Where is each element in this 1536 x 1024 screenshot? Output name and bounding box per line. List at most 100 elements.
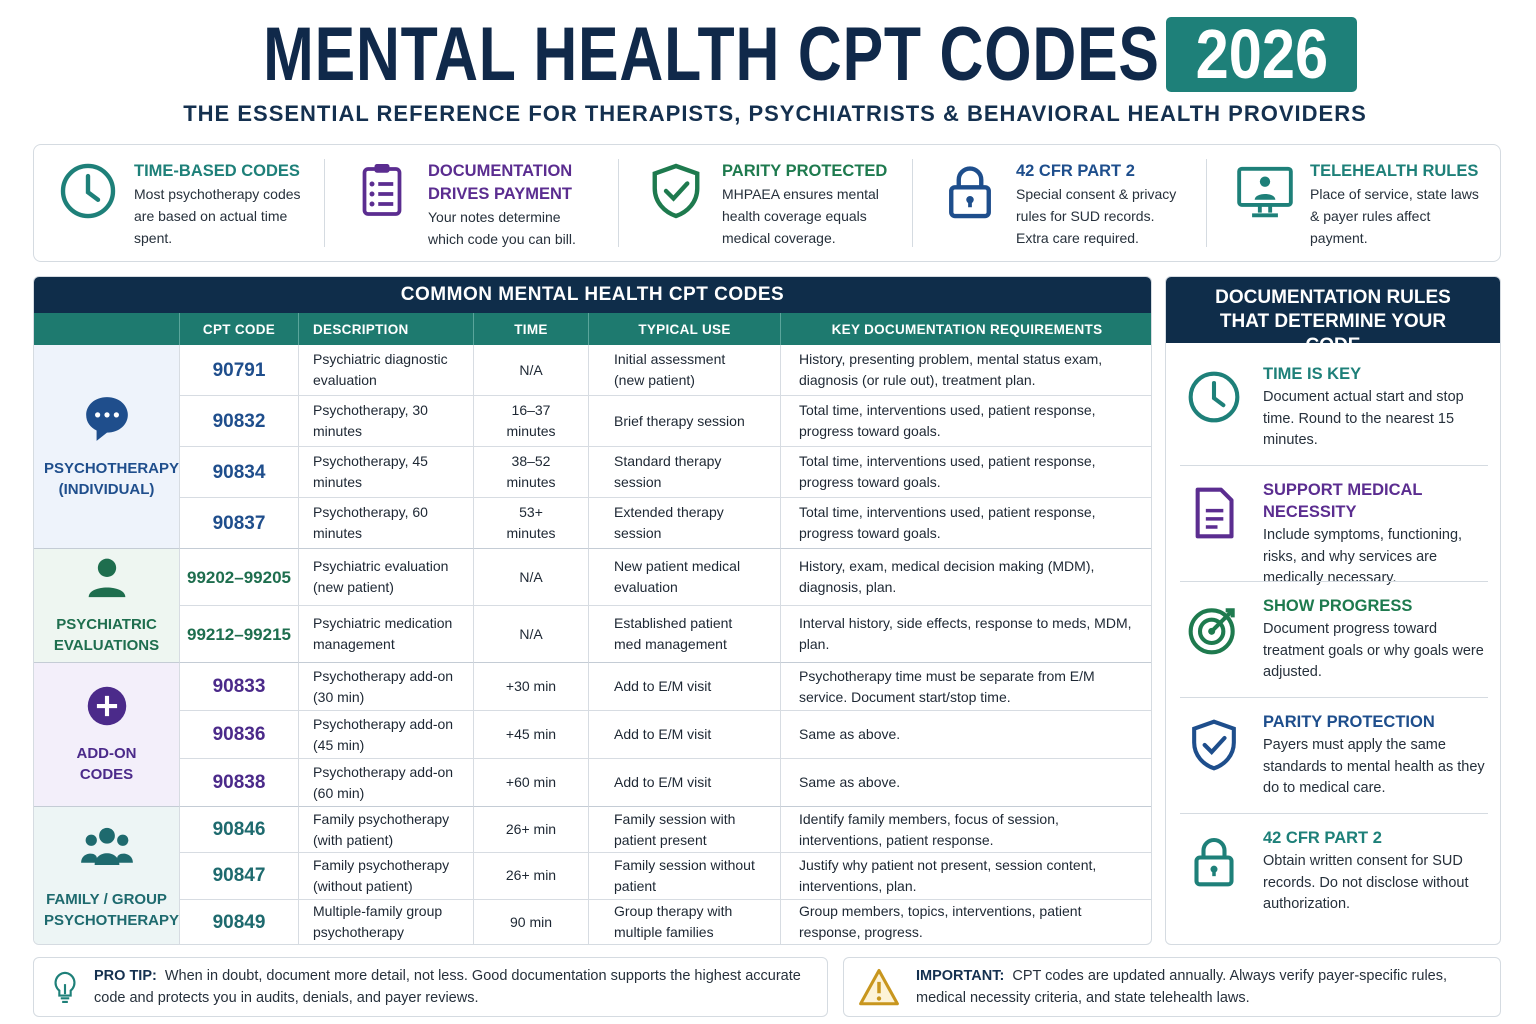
cpt-code: 90837 [179, 498, 298, 549]
rule-icon [1186, 833, 1242, 894]
icon-part [369, 201, 375, 207]
description: Psychotherapy add-on (30 min) [298, 663, 473, 711]
main-title: MENTAL HEALTH CPT CODES [263, 12, 1160, 97]
icon [87, 686, 126, 726]
group-label: FAMILY / GROUP PSYCHOTHERAPY [44, 891, 180, 930]
icon-part [1195, 487, 1234, 539]
icon-part [80, 854, 97, 864]
requirements: Total time, interventions used, patient … [780, 396, 1151, 447]
group-cell: PSYCHIATRIC EVALUATIONS [34, 549, 179, 663]
icon [85, 397, 128, 441]
icon-part [103, 412, 110, 418]
separator [1180, 813, 1488, 814]
features-box: TIME-BASED CODES Most psychotherapy codes… [33, 144, 1501, 262]
time: +45 min [473, 711, 588, 759]
icon-part [1192, 719, 1236, 771]
group-icon [80, 820, 134, 879]
rule-text: Payers must apply the same standards to … [1263, 737, 1485, 796]
rule-icon [1186, 485, 1242, 546]
divider [618, 159, 619, 247]
table-title: COMMON MENTAL HEALTH CPT CODES [34, 277, 1151, 313]
icon-part [1194, 855, 1234, 887]
feature-title: TIME-BASED CODES [134, 162, 300, 180]
icon-part [1205, 508, 1224, 529]
time: N/A [473, 606, 588, 663]
subtitle: THE ESSENTIAL REFERENCE FOR THERAPISTS, … [183, 101, 1367, 126]
typical-use: Standard therapy session [588, 447, 780, 498]
description: Psychotherapy, 45 minutes [298, 447, 473, 498]
feature: TIME-BASED CODES Most psychotherapy codes… [134, 160, 306, 249]
divider [1206, 159, 1207, 247]
group-icon [85, 555, 129, 604]
description: Psychotherapy add-on (60 min) [298, 759, 473, 807]
icon-part [94, 853, 119, 866]
typical-use: New patient medical evaluation [588, 549, 780, 606]
feature-title: DOCUMENTATION DRIVES PAYMENT [428, 162, 573, 203]
rule: SUPPORT MEDICAL NECESSITY Include symptom… [1263, 479, 1488, 590]
group-icon [85, 684, 129, 733]
icon [1237, 166, 1293, 218]
rule: TIME IS KEY Document actual start and sto… [1263, 363, 1488, 452]
icon-part [97, 558, 116, 577]
icon-part [362, 167, 402, 216]
time: 26+ min [473, 853, 588, 900]
typical-use: Family session without patient [588, 853, 780, 900]
description: Family psychotherapy (with patient) [298, 807, 473, 854]
icon [652, 163, 700, 219]
typical-use: Family session with patient present [588, 807, 780, 854]
requirements: Justify why patient not present, session… [780, 853, 1151, 900]
icon-part [98, 828, 115, 845]
rules-title: DOCUMENTATION RULES THAT DETERMINE YOUR … [1166, 277, 1500, 356]
typical-use: Brief therapy session [588, 396, 780, 447]
feature: PARITY PROTECTED MHPAEA ensures mental he… [722, 160, 894, 249]
important-box: IMPORTANT: CPT codes are updated annually… [843, 957, 1501, 1017]
year-badge: 2026 [1166, 17, 1357, 92]
cpt-code: 90836 [179, 711, 298, 759]
typical-use: Add to E/M visit [588, 663, 780, 711]
typical-use: Add to E/M visit [588, 759, 780, 807]
rule-text: Obtain written consent for SUD records. … [1263, 853, 1469, 912]
icon [1188, 371, 1240, 423]
icon-part [374, 164, 390, 173]
cpt-code: 90832 [179, 396, 298, 447]
rule-title: 42 CFR PART 2 [1263, 829, 1382, 847]
cpt-code: 90833 [179, 663, 298, 711]
rule-icon [1186, 717, 1242, 778]
time: N/A [473, 549, 588, 606]
group-cell: PSYCHOTHERAPY (INDIVIDUAL) [34, 345, 179, 549]
tip-icon [48, 967, 82, 1012]
column-header: TIME [473, 313, 588, 345]
tip-text: IMPORTANT: CPT codes are updated annually… [916, 966, 1480, 1009]
icon [362, 164, 402, 216]
icon-part [94, 412, 100, 418]
requirements: Identify family members, focus of sessio… [780, 807, 1151, 854]
cpt-code: 90834 [179, 447, 298, 498]
time: 53+ minutes [473, 498, 588, 549]
rule-text: Include symptoms, functioning, risks, an… [1263, 527, 1463, 586]
pro-tip-box: PRO TIP: When in doubt, document more det… [33, 957, 828, 1017]
typical-use: Established patient med management [588, 606, 780, 663]
icon-part [1188, 371, 1240, 423]
cpt-code: 99212–99215 [179, 606, 298, 663]
description: Family psychotherapy (without patient) [298, 853, 473, 900]
icon-part [1201, 838, 1227, 858]
cpt-code: 90791 [179, 345, 298, 396]
feature-icon [646, 161, 706, 226]
icon-part [1254, 193, 1276, 200]
separator [1180, 581, 1488, 582]
feature-icon [940, 161, 1000, 226]
time: +60 min [473, 759, 588, 807]
tip-icon [858, 967, 900, 1014]
group-icon [82, 393, 132, 448]
feature-text: Most psychotherapy codes are based on ac… [134, 186, 301, 246]
tip-label: PRO TIP: [94, 968, 157, 984]
feature-title: TELEHEALTH RULES [1310, 162, 1479, 180]
requirements: Total time, interventions used, patient … [780, 447, 1151, 498]
icon [1188, 608, 1235, 655]
description: Psychiatric diagnostic evaluation [298, 345, 473, 396]
feature: TELEHEALTH RULES Place of service, state … [1310, 160, 1485, 249]
tip-label: IMPORTANT: [916, 968, 1005, 984]
icon-part [96, 695, 117, 717]
icon-part [652, 163, 700, 219]
rule: SHOW PROGRESS Document progress toward tr… [1263, 595, 1488, 684]
